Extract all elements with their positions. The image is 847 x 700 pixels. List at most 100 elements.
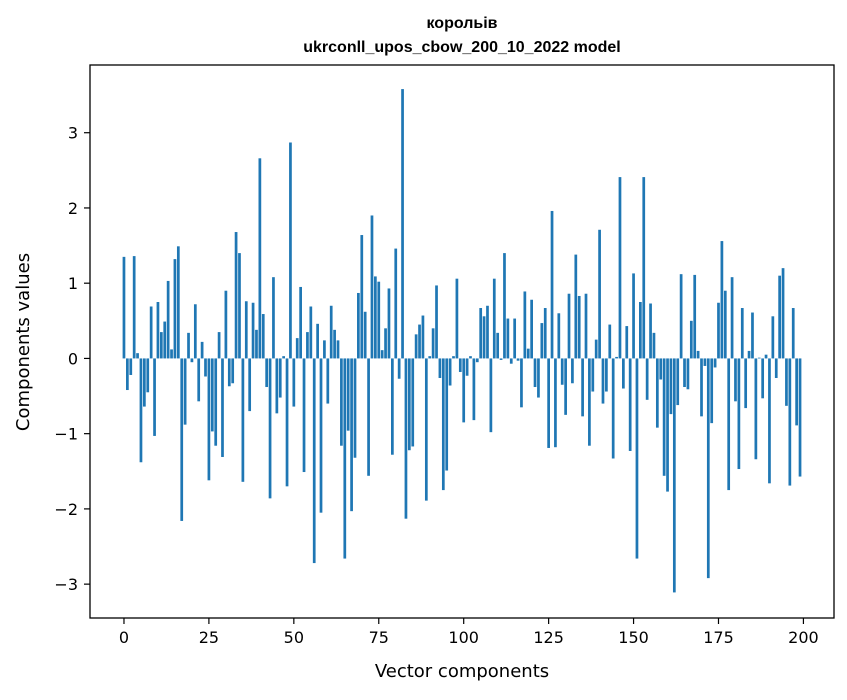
bar bbox=[679, 274, 683, 359]
bar bbox=[421, 315, 425, 359]
bar bbox=[387, 288, 391, 359]
bar bbox=[275, 358, 279, 414]
x-tick-label: 100 bbox=[448, 628, 479, 647]
bar bbox=[601, 358, 605, 404]
bar bbox=[435, 285, 438, 359]
bar bbox=[404, 358, 408, 519]
bar bbox=[146, 358, 150, 393]
bar bbox=[479, 308, 483, 359]
bar bbox=[734, 358, 737, 402]
bar bbox=[143, 358, 146, 407]
bar bbox=[367, 358, 370, 476]
bar bbox=[564, 358, 567, 415]
bar bbox=[438, 358, 442, 378]
x-tick-label: 175 bbox=[703, 628, 734, 647]
bar bbox=[628, 358, 632, 451]
bar bbox=[710, 358, 714, 424]
bar bbox=[798, 358, 802, 477]
bar bbox=[795, 358, 798, 426]
bar bbox=[156, 302, 160, 359]
bar bbox=[591, 358, 595, 392]
bar bbox=[791, 308, 795, 359]
bars-group bbox=[122, 89, 802, 593]
bar bbox=[193, 304, 197, 359]
bar bbox=[489, 358, 493, 433]
bar bbox=[713, 358, 717, 368]
bar bbox=[717, 302, 720, 359]
bar bbox=[683, 358, 686, 388]
bar bbox=[672, 358, 676, 593]
bar bbox=[669, 358, 673, 415]
bar bbox=[655, 358, 659, 428]
bar bbox=[778, 275, 781, 359]
bar bbox=[227, 358, 231, 387]
bar bbox=[771, 316, 775, 359]
y-tick-label: 3 bbox=[68, 124, 78, 143]
bar bbox=[659, 358, 663, 380]
bar bbox=[394, 248, 398, 359]
bar bbox=[363, 311, 367, 359]
y-tick-label: −2 bbox=[54, 500, 78, 519]
bar bbox=[486, 305, 489, 359]
bar bbox=[455, 278, 459, 359]
bar bbox=[764, 354, 768, 359]
bar bbox=[754, 358, 758, 460]
bar bbox=[761, 358, 765, 399]
bar bbox=[149, 306, 153, 359]
bar bbox=[526, 348, 530, 359]
bar bbox=[496, 332, 500, 359]
plot-frame bbox=[89, 64, 835, 619]
bar bbox=[312, 358, 316, 564]
y-tick-label: 1 bbox=[68, 274, 78, 293]
bar bbox=[727, 358, 731, 491]
bar bbox=[122, 256, 126, 359]
bar bbox=[190, 358, 194, 363]
bar bbox=[581, 358, 584, 417]
bar bbox=[462, 358, 466, 423]
bar bbox=[265, 358, 269, 388]
chart-title-line-2: ukrconll_upos_cbow_200_10_2022 model bbox=[303, 39, 620, 56]
bar bbox=[377, 281, 381, 359]
bar bbox=[170, 349, 173, 359]
bar bbox=[560, 358, 564, 385]
bar bbox=[543, 308, 547, 359]
bar bbox=[187, 332, 190, 359]
bar bbox=[513, 318, 517, 359]
bar bbox=[129, 358, 133, 375]
bar bbox=[350, 358, 353, 512]
bar bbox=[166, 280, 170, 359]
bar bbox=[159, 332, 163, 359]
bar bbox=[598, 229, 601, 359]
bar bbox=[414, 334, 418, 359]
y-tick-label: −3 bbox=[54, 575, 78, 594]
bar bbox=[458, 358, 462, 372]
bar bbox=[608, 324, 612, 359]
bar bbox=[207, 358, 211, 481]
bar bbox=[299, 286, 302, 359]
bar bbox=[374, 276, 377, 359]
bar bbox=[472, 358, 476, 421]
bar bbox=[258, 158, 262, 359]
bar bbox=[499, 358, 503, 360]
chart-title-line-1: корольів bbox=[427, 15, 498, 32]
bar bbox=[737, 358, 741, 470]
bar bbox=[238, 253, 241, 359]
bar bbox=[401, 89, 404, 359]
bar bbox=[261, 314, 265, 359]
bar bbox=[302, 358, 306, 473]
bar bbox=[730, 277, 734, 359]
bar bbox=[740, 308, 744, 359]
bar bbox=[618, 177, 622, 359]
bar bbox=[696, 350, 700, 359]
y-tick-label: 2 bbox=[68, 199, 78, 218]
bar bbox=[744, 358, 748, 409]
bar bbox=[622, 358, 625, 389]
bar bbox=[554, 358, 557, 448]
bar bbox=[224, 290, 228, 359]
bar bbox=[611, 358, 615, 459]
bar bbox=[686, 358, 690, 390]
bar bbox=[221, 358, 224, 457]
bar bbox=[567, 293, 571, 359]
bar bbox=[183, 358, 187, 425]
